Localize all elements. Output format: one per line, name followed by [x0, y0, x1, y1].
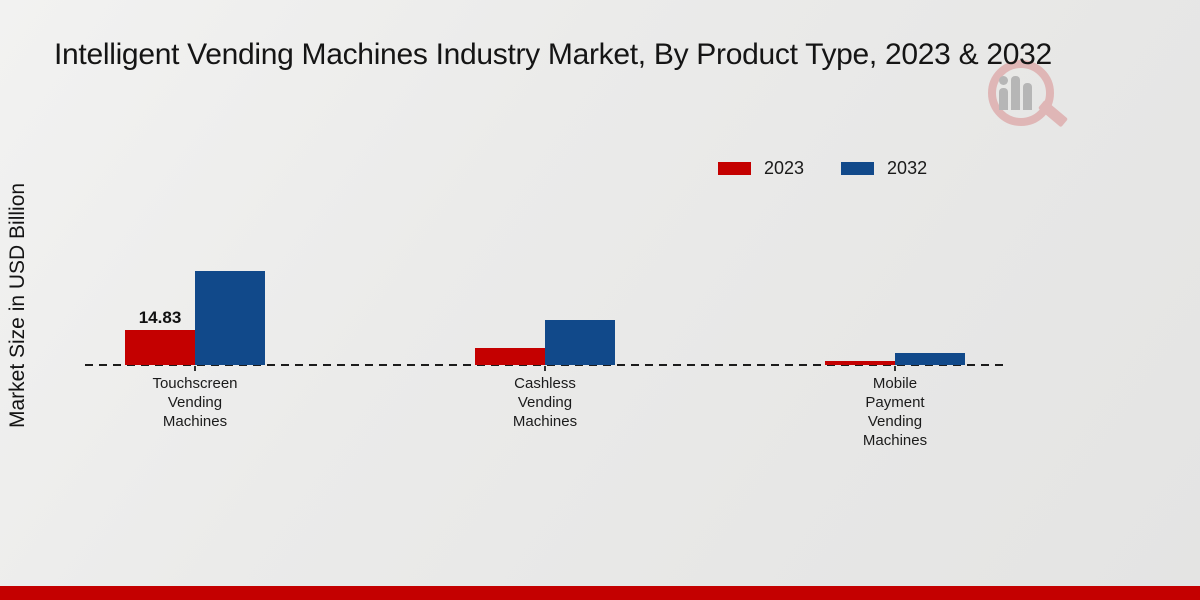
- bar-2032-1: [195, 270, 265, 365]
- logo-bar-icon: [1011, 76, 1020, 110]
- footer-accent-bar: [0, 586, 1200, 600]
- bar-2032-3: [895, 352, 965, 365]
- bar-2023-3: [825, 361, 895, 365]
- bar-2023-1: [125, 330, 195, 365]
- legend-swatch-2032: [841, 162, 875, 175]
- legend-item-2032: 2032: [841, 158, 927, 179]
- category-label: Cashless Vending Machines: [512, 375, 578, 430]
- legend-item-2023: 2023: [718, 158, 804, 179]
- logo-person-dot-icon: [999, 76, 1008, 85]
- bar-value-label: 14.83: [138, 308, 182, 327]
- x-axis-tick: [894, 366, 896, 371]
- magnifier-ring-icon: [988, 60, 1054, 126]
- legend: 2023 2032: [718, 158, 927, 179]
- legend-label-2023: 2023: [764, 158, 805, 178]
- legend-swatch-2023: [718, 162, 751, 175]
- category-label: Touchscreen Vending Machines: [152, 375, 238, 430]
- x-axis-tick: [544, 366, 546, 371]
- mrfr-logo-watermark: [982, 52, 1086, 130]
- bar-2023-2: [475, 348, 545, 365]
- x-axis-tick: [194, 366, 196, 371]
- legend-label-2032: 2032: [887, 158, 928, 178]
- chart-title: Intelligent Vending Machines Industry Ma…: [54, 38, 1052, 71]
- category-label: Mobile Payment Vending Machines: [862, 375, 928, 449]
- logo-bar-icon: [999, 88, 1008, 110]
- logo-bar-icon: [1023, 83, 1032, 110]
- bar-2032-2: [545, 319, 615, 365]
- x-axis-baseline: [85, 364, 1005, 366]
